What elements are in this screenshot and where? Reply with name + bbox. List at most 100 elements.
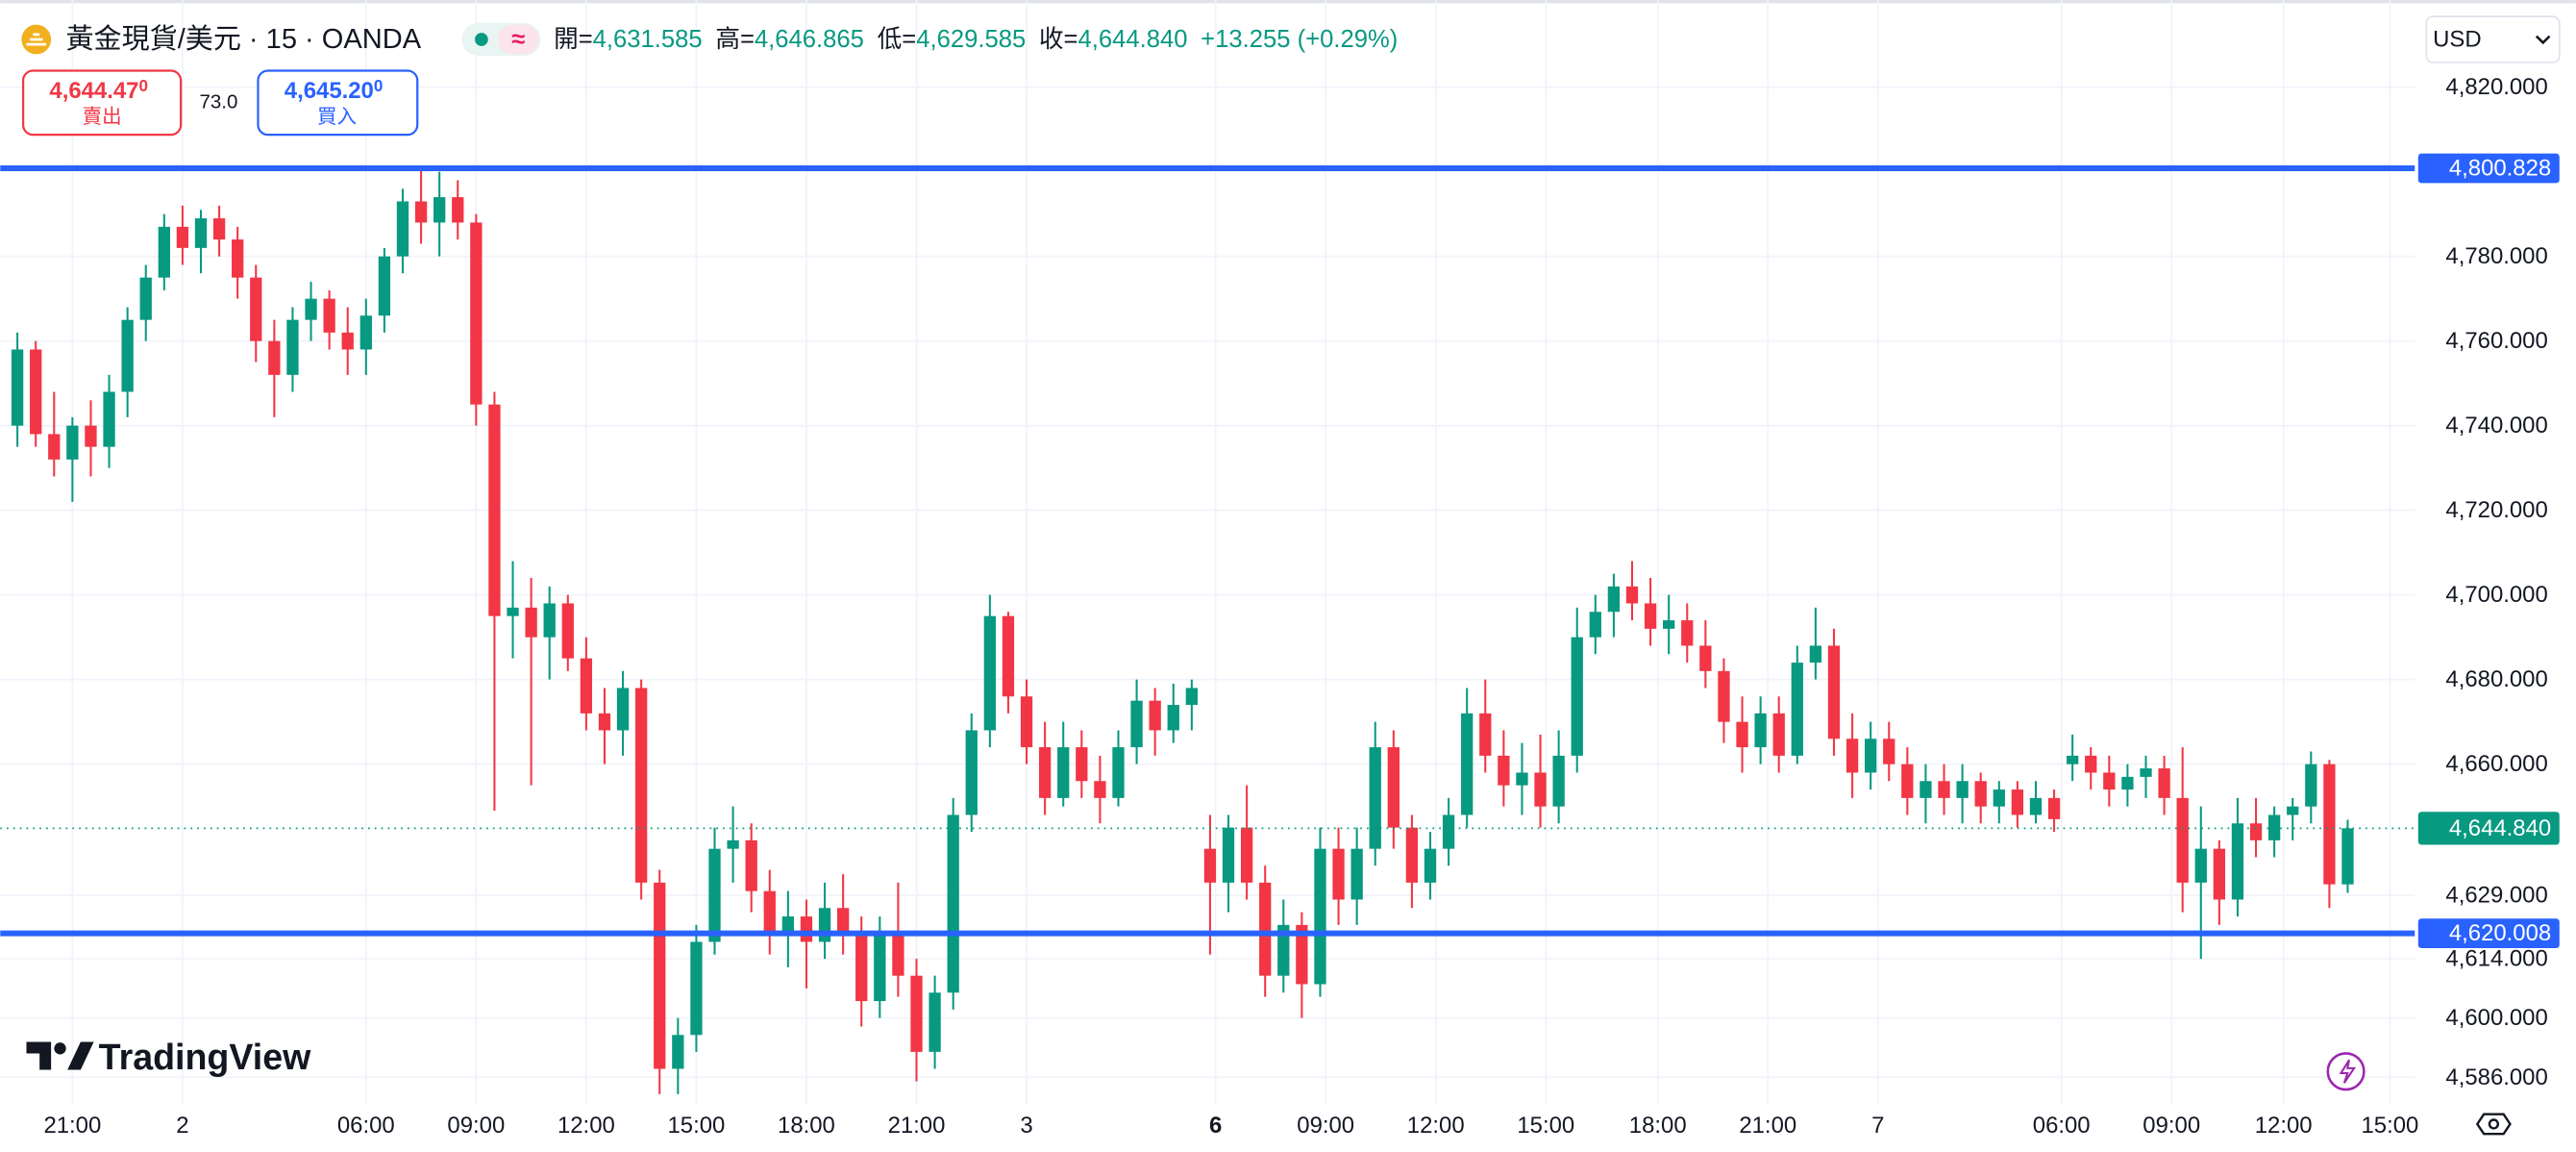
candle-body <box>543 603 556 638</box>
logo-mark-t <box>26 1041 52 1070</box>
x-tick-label: 18:00 <box>1629 1113 1687 1139</box>
candle-body <box>378 256 391 316</box>
candle-body <box>1571 637 1583 756</box>
ohlc-value: 4,629.585 <box>916 26 1026 53</box>
candle-body <box>103 391 115 447</box>
candle-body <box>874 933 886 1002</box>
settings-button[interactable] <box>2475 1113 2512 1136</box>
x-tick-label: 3 <box>1020 1113 1032 1139</box>
candle-body <box>1130 700 1143 748</box>
candle-body <box>818 908 831 942</box>
candle-body <box>2140 768 2152 777</box>
candle-body <box>1956 781 1969 798</box>
candle-body <box>654 882 666 1069</box>
candle-body <box>2121 776 2134 790</box>
candle-body <box>1516 772 1528 786</box>
plot-area <box>0 165 2415 1094</box>
y-tick-label: 4,660.000 <box>2445 751 2547 777</box>
x-tick-label: 09:00 <box>1297 1113 1354 1139</box>
candle-body <box>1974 781 1987 807</box>
candle-body <box>1589 612 1601 638</box>
candle-body <box>1827 645 1841 739</box>
candle-body <box>2213 848 2226 900</box>
candle-body <box>525 607 537 638</box>
dropdown-chevron <box>2535 35 2551 45</box>
currency-dropdown[interactable] <box>2425 15 2561 63</box>
candle-body <box>1185 688 1198 706</box>
buy-price-tail: 0 <box>374 76 384 94</box>
ohlc-value: 4,646.865 <box>755 26 864 53</box>
x-tick-label: 2 <box>176 1113 188 1139</box>
alert-button[interactable] <box>2326 1052 2365 1091</box>
candle-body <box>1076 747 1088 782</box>
ohlc-legend: 開=4,631.585 高=4,646.865 低=4,629.585 收=4,644… <box>554 25 1398 53</box>
x-tick-label: 06:00 <box>2033 1113 2091 1139</box>
y-tick-label: 4,614.000 <box>2445 946 2547 972</box>
candle-body <box>1167 705 1179 731</box>
ohlc-label: 低= <box>878 25 917 53</box>
candle-body <box>1809 645 1822 664</box>
candle-body <box>250 277 262 341</box>
candle-body <box>470 222 483 405</box>
spread: 73.0 <box>199 90 237 113</box>
candle-body <box>1865 739 1877 773</box>
x-tick-label: 09:00 <box>2143 1113 2200 1139</box>
candle-body <box>1038 747 1052 798</box>
candle-body <box>855 933 868 1002</box>
candle-body <box>2158 768 2170 798</box>
buy-button[interactable] <box>257 69 419 137</box>
candle-body <box>1424 848 1437 883</box>
x-tick-label: 15:00 <box>1517 1113 1574 1139</box>
symbol-icon-glyph <box>26 33 47 46</box>
candle-body <box>2176 797 2189 883</box>
y-tick-label: 4,680.000 <box>2445 666 2547 692</box>
x-tick-label: 12:00 <box>2255 1113 2313 1139</box>
candle-body <box>1296 924 1308 985</box>
candle-body <box>1736 721 1748 748</box>
candle-body <box>433 197 446 223</box>
candle-body <box>763 890 776 934</box>
candle-body <box>2194 848 2207 883</box>
candle-body <box>1203 848 1217 883</box>
candle-body <box>359 315 372 350</box>
candle-body <box>1442 814 1455 849</box>
last-price-tag <box>2417 812 2560 845</box>
candle-body <box>1534 772 1547 807</box>
candle-body <box>580 658 593 714</box>
buy-label: 買入 <box>317 106 357 128</box>
sell-price-text: 4,644.470 <box>49 76 148 103</box>
sell-button[interactable] <box>21 69 183 137</box>
candle-body <box>1718 670 1730 722</box>
candle-body <box>965 730 978 815</box>
ohlc-label: 開= <box>554 26 593 53</box>
candle-body <box>212 218 226 240</box>
candle-body <box>2103 772 2116 790</box>
candle-body <box>2323 764 2336 885</box>
y-tick-label: 4,720.000 <box>2445 497 2547 523</box>
candle-body <box>929 992 941 1052</box>
x-tick-label: 21:00 <box>888 1113 946 1139</box>
last-price-label: 4,644.840 <box>2449 815 2551 841</box>
candle-body <box>1314 848 1326 985</box>
candle-body <box>341 332 354 350</box>
candle-body <box>727 839 739 849</box>
candle-body <box>414 201 428 223</box>
candle-body <box>2305 764 2317 807</box>
candle-body <box>781 916 795 934</box>
price-level-label: 4,620.008 <box>2449 920 2551 946</box>
candle-body <box>1149 700 1161 731</box>
candle-body <box>176 226 189 248</box>
candle-body <box>800 916 813 942</box>
candle-body <box>2029 797 2043 815</box>
logo-mark-dot <box>54 1042 66 1055</box>
overlay: 黃金現貨/美元 · 15 · OANDA ≈ 開=4,631.585 高=4,64… <box>21 15 2561 1136</box>
y-tick-label: 4,586.000 <box>2445 1064 2547 1090</box>
settings-icon-center <box>2488 1118 2500 1130</box>
candle-body <box>1222 827 1235 883</box>
x-tick-label: 21:00 <box>1739 1113 1796 1139</box>
buy-price-text: 4,645.200 <box>285 76 384 103</box>
price-level-tag <box>2417 918 2560 949</box>
candle-body <box>634 688 648 883</box>
candle-body <box>1920 781 1932 798</box>
